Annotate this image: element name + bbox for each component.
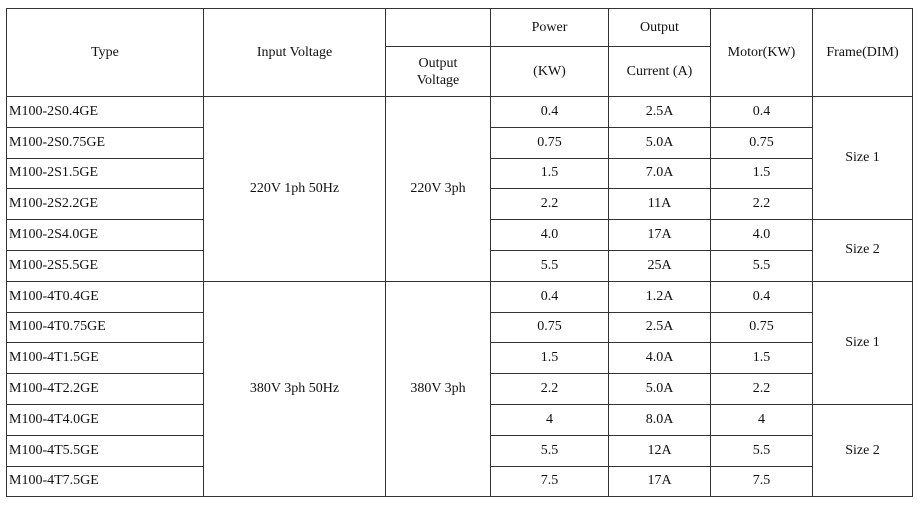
- power-cell: 0.75: [490, 311, 609, 344]
- header-cell: Output Voltage: [385, 46, 491, 97]
- current-cell: 2.5A: [608, 96, 711, 128]
- output-voltage-cell: 220V 3ph: [385, 96, 491, 282]
- motor-cell: 5.5: [710, 434, 813, 467]
- current-cell: 1.2A: [608, 280, 711, 313]
- type-cell: M100-2S2.2GE: [6, 188, 204, 221]
- data-row: M100-4T0.75GE 0.75 2.5A 0.75: [6, 311, 913, 344]
- type-cell: M100-2S5.5GE: [6, 249, 204, 282]
- power-cell: 0.4: [490, 96, 609, 128]
- header-row: Type Input Voltage Power Output Motor(KW…: [6, 8, 913, 97]
- motor-cell: 0.4: [710, 96, 813, 128]
- frame-cell: Size 2: [812, 219, 913, 282]
- type-cell: M100-4T2.2GE: [6, 373, 204, 405]
- header-cell: Input Voltage: [203, 8, 386, 97]
- header-cell: Frame(DIM): [812, 8, 913, 97]
- motor-cell: 0.75: [710, 311, 813, 344]
- current-cell: 11A: [608, 188, 711, 221]
- current-cell: 4.0A: [608, 342, 711, 375]
- input-voltage-cell: 380V 3ph 50Hz: [203, 280, 386, 498]
- current-cell: 12A: [608, 434, 711, 467]
- motor-cell: 0.75: [710, 126, 813, 159]
- type-cell: M100-4T0.4GE: [6, 280, 204, 313]
- data-row: M100-4T1.5GE 1.5 4.0A 1.5: [6, 342, 913, 375]
- data-row: M100-2S0.75GE 0.75 5.0A 0.75: [6, 126, 913, 159]
- motor-cell: 7.5: [710, 465, 813, 498]
- header-cell: [385, 8, 491, 47]
- current-cell: 7.0A: [608, 157, 711, 190]
- header-cell: Power: [490, 8, 609, 47]
- table-body: Type Input Voltage Power Output Motor(KW…: [6, 8, 913, 498]
- motor-cell: 1.5: [710, 157, 813, 190]
- type-cell: M100-2S4.0GE: [6, 219, 204, 251]
- data-row: M100-2S4.0GE 4.0 17A 4.0 Size 2: [6, 219, 913, 282]
- power-cell: 5.5: [490, 249, 609, 282]
- power-cell: 0.4: [490, 280, 609, 313]
- power-cell: 2.2: [490, 373, 609, 405]
- power-cell: 4: [490, 403, 609, 436]
- motor-cell: 2.2: [710, 373, 813, 405]
- motor-cell: 4: [710, 403, 813, 436]
- output-voltage-cell: 380V 3ph: [385, 280, 491, 498]
- header-cell: Current (A): [608, 46, 711, 97]
- type-cell: M100-4T0.75GE: [6, 311, 204, 344]
- power-cell: 2.2: [490, 188, 609, 221]
- motor-cell: 2.2: [710, 188, 813, 221]
- current-cell: 25A: [608, 249, 711, 282]
- frame-cell: Size 1: [812, 280, 913, 405]
- type-cell: M100-4T1.5GE: [6, 342, 204, 375]
- power-cell: 1.5: [490, 342, 609, 375]
- current-cell: 17A: [608, 219, 711, 251]
- motor-cell: 5.5: [710, 249, 813, 282]
- data-row: M100-4T7.5GE 7.5 17A 7.5: [6, 465, 913, 498]
- type-cell: M100-4T7.5GE: [6, 465, 204, 498]
- header-cell: Type: [6, 8, 204, 97]
- current-cell: 8.0A: [608, 403, 711, 436]
- motor-cell: 1.5: [710, 342, 813, 375]
- power-cell: 7.5: [490, 465, 609, 498]
- input-voltage-cell: 220V 1ph 50Hz: [203, 96, 386, 282]
- data-row: M100-2S5.5GE 5.5 25A 5.5: [6, 249, 913, 282]
- spec-table: Type Input Voltage Power Output Motor(KW…: [6, 8, 913, 498]
- current-cell: 5.0A: [608, 373, 711, 405]
- type-cell: M100-2S1.5GE: [6, 157, 204, 190]
- power-cell: 5.5: [490, 434, 609, 467]
- frame-cell: Size 2: [812, 403, 913, 498]
- data-row: M100-2S0.4GE 220V 1ph 50Hz 220V 3ph 0.4 2.5A…: [6, 95, 913, 282]
- data-row: M100-4T2.2GE 2.2 5.0A 2.2: [6, 373, 913, 405]
- data-row: M100-4T0.4GE 380V 3ph 50Hz 380V 3ph 0.4 1.2A…: [6, 280, 913, 498]
- header-cell: (KW): [490, 46, 609, 97]
- current-cell: 5.0A: [608, 126, 711, 159]
- current-cell: 17A: [608, 465, 711, 498]
- header-row: Output Voltage (KW) Current (A): [7, 46, 913, 97]
- motor-cell: 0.4: [710, 280, 813, 313]
- type-cell: M100-2S0.4GE: [6, 96, 204, 128]
- power-cell: 4.0: [490, 219, 609, 251]
- power-cell: 1.5: [490, 157, 609, 190]
- header-cell: Motor(KW): [710, 8, 813, 97]
- frame-cell: Size 1: [812, 95, 913, 221]
- power-cell: 0.75: [490, 126, 609, 159]
- type-cell: M100-2S0.75GE: [6, 126, 204, 159]
- type-cell: M100-4T5.5GE: [6, 434, 204, 467]
- motor-cell: 4.0: [710, 219, 813, 251]
- type-cell: M100-4T4.0GE: [6, 403, 204, 436]
- header-cell: Output: [608, 8, 711, 47]
- current-cell: 2.5A: [608, 311, 711, 344]
